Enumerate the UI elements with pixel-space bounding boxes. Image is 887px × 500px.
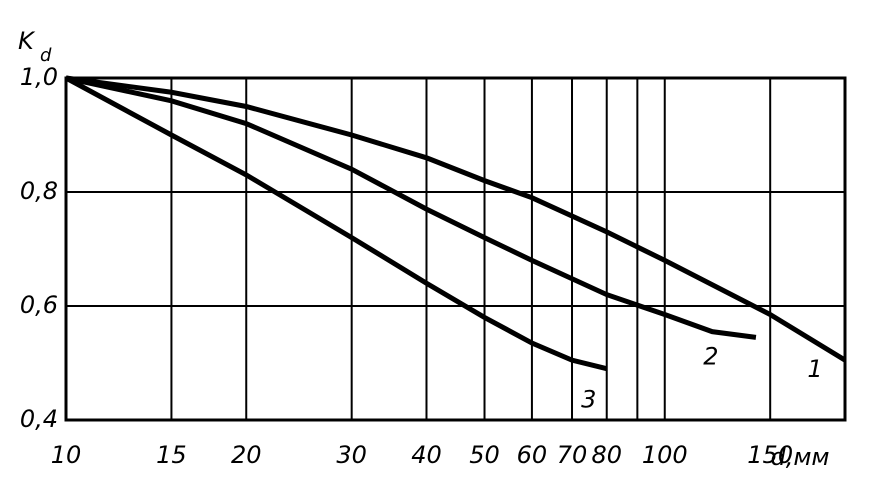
y-tick-label: 0,6: [20, 291, 58, 319]
y-tick-label: 0,8: [20, 177, 58, 205]
y-tick-label: 1,0: [20, 63, 58, 91]
x-tick-label: 30: [336, 441, 367, 469]
x-tick-label: 40: [411, 441, 442, 469]
plot-frame: [64, 76, 847, 422]
line-series: [65, 75, 847, 363]
x-tick-label: 10: [51, 441, 82, 469]
x-tick-label: 80: [591, 441, 622, 469]
x-axis-label: d,мм: [770, 443, 829, 471]
y-axis-label-sub: d: [40, 45, 52, 66]
series-label: 2: [703, 342, 718, 370]
x-tick-label: 50: [469, 441, 500, 469]
y-axis-label: K: [18, 27, 36, 55]
series-label: 3: [581, 386, 596, 414]
x-tick-label: 150: [747, 441, 793, 469]
line-series: [64, 75, 608, 372]
x-tick-label: 70: [557, 441, 588, 469]
series-label: 1: [807, 355, 822, 383]
x-tick-label: 20: [231, 441, 262, 469]
line-series: [65, 75, 757, 340]
x-tick-label: 60: [517, 441, 548, 469]
x-tick-label: 15: [156, 441, 187, 469]
x-tick-label: 100: [642, 441, 688, 469]
y-tick-label: 0,4: [20, 405, 58, 433]
